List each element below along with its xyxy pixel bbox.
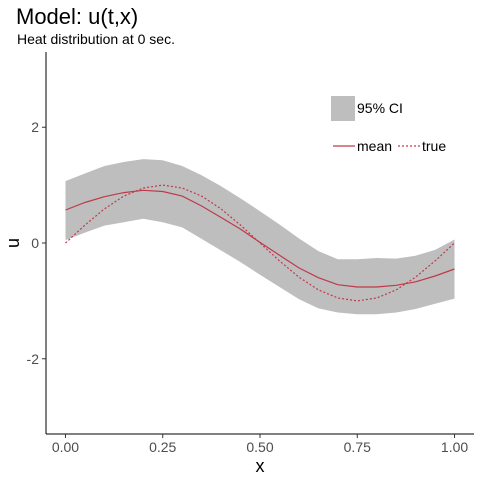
legend: 95% CI mean true <box>331 96 446 154</box>
legend-true-label: true <box>422 138 446 154</box>
x-tick-label: 0.75 <box>344 439 371 455</box>
ci-band <box>65 159 455 315</box>
chart-title: Model: u(t,x) <box>16 4 139 29</box>
series-line-mean <box>65 189 455 288</box>
x-tick-label: 0.00 <box>52 439 79 455</box>
x-tick-label: 1.00 <box>441 439 468 455</box>
x-tick-label: 0.25 <box>149 439 176 455</box>
axes: 0.00 0.25 0.50 0.75 1.00 2 0 -2 x u <box>3 52 474 476</box>
y-tick-label: 0 <box>31 235 39 251</box>
y-tick-label: -2 <box>27 351 40 367</box>
x-tick-label: 0.50 <box>246 439 273 455</box>
y-tick-label: 2 <box>31 119 39 135</box>
legend-mean-label: mean <box>357 138 392 154</box>
legend-ci-label: 95% CI <box>357 100 403 116</box>
legend-ci-key <box>331 96 355 121</box>
x-axis-title: x <box>256 456 265 476</box>
chart-subtitle: Heat distribution at 0 sec. <box>17 31 175 47</box>
y-axis-title: u <box>3 238 23 248</box>
plot-area <box>65 159 455 315</box>
series-line-true <box>65 184 455 302</box>
